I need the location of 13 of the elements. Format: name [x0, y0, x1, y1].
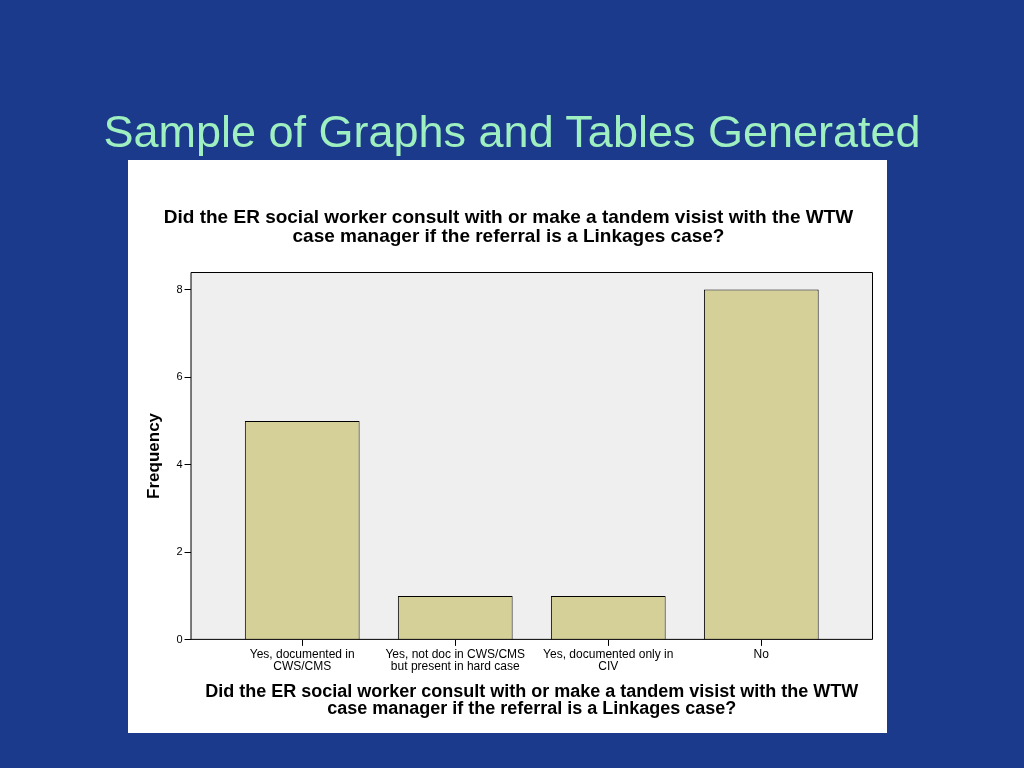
y-tick-label: 8 [176, 282, 183, 295]
y-tick-label: 2 [176, 545, 183, 558]
x-tick-label: Yes, documented in CWS/CMS [249, 647, 355, 674]
y-axis-title: Frequency [143, 412, 163, 499]
chart-title: Sample of Graphs and Tables Generated [102, 106, 922, 158]
x-tick-label: No [753, 647, 770, 662]
y-tick-label: 4 [176, 457, 183, 470]
x-tick-label: Yes, documented only in CIV [543, 647, 674, 674]
x-tick-label: Yes, not doc in CWS/CMS but present in hard case [385, 647, 526, 674]
x-axis-title: Did the ER social worker consult with or make a tandem visist with the WTW case manager if the referral is a Linkages case? [205, 681, 859, 718]
y-tick-label: 6 [176, 370, 183, 383]
chart-subtitle: Did the ER social worker consult with or make a tandem visist with the WTW case manager if the referral is a Linkages case? [163, 205, 854, 246]
y-tick-label: 0 [176, 632, 183, 645]
